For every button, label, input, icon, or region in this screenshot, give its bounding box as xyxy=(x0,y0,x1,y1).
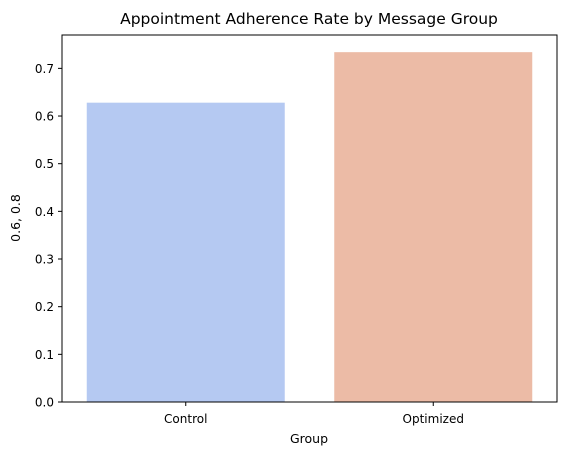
bars xyxy=(86,52,533,403)
y-tick-label: 0.4 xyxy=(35,205,54,219)
y-tick-label: 0.0 xyxy=(35,396,54,410)
y-axis-ticks: 0.0 0.1 0.2 0.3 0.4 0.5 0.6 0.7 xyxy=(35,62,62,410)
bar-optimized xyxy=(334,52,533,402)
y-tick-label: 0.1 xyxy=(35,348,54,362)
x-axis-ticks: Control Optimized xyxy=(164,402,464,426)
x-tick-label: Control xyxy=(164,412,207,426)
y-tick-label: 0.6 xyxy=(35,110,54,124)
x-axis-label: Group xyxy=(290,431,328,446)
plot-area-frame xyxy=(61,34,558,403)
x-tick-label: Optimized xyxy=(403,412,464,426)
y-tick-label: 0.7 xyxy=(35,62,54,76)
y-axis-label: 0.6, 0.8 xyxy=(8,194,23,242)
bar-control xyxy=(86,102,285,403)
y-tick-label: 0.2 xyxy=(35,300,54,314)
chart-title: Appointment Adherence Rate by Message Gr… xyxy=(120,10,498,28)
y-tick-label: 0.3 xyxy=(35,253,54,267)
y-tick-label: 0.5 xyxy=(35,157,54,171)
